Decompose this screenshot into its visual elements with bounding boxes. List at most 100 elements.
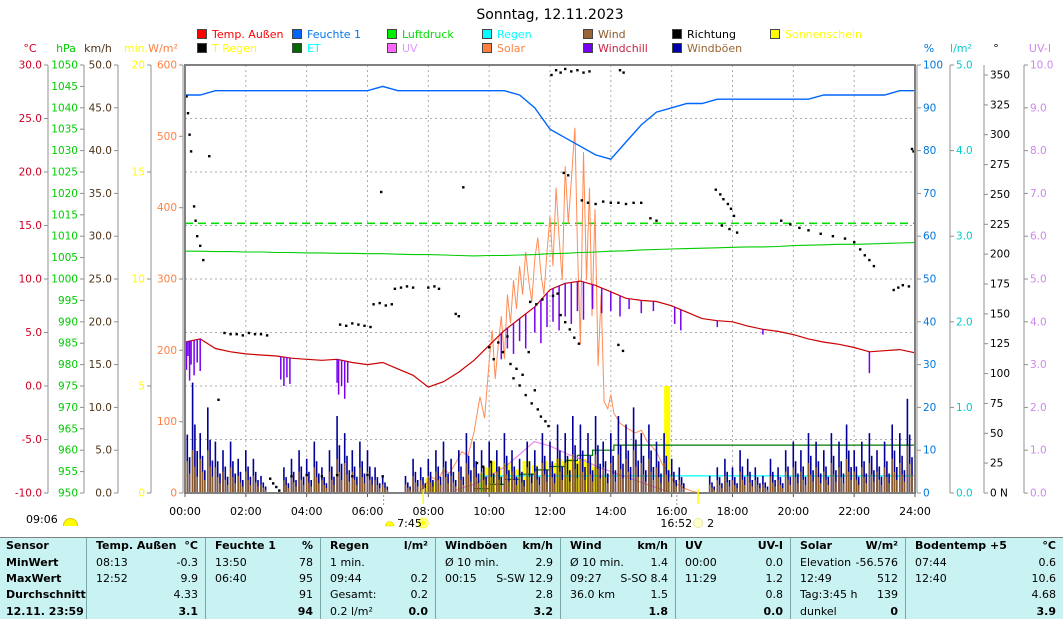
svg-text:100: 100 [923, 60, 943, 72]
svg-text:06:00: 06:00 [352, 505, 384, 518]
legend-item-sonnenschein: Sonnenschein [770, 28, 862, 41]
cell-label: Ø 10 min. [445, 555, 499, 569]
cell-label: 00:15 [445, 571, 477, 585]
cell-value: 4.68 [1031, 588, 1057, 602]
cell-label: 36.0 km [570, 588, 616, 602]
legend-item-windchill: Windchill [583, 41, 648, 55]
svg-text:40.0: 40.0 [89, 145, 112, 157]
table-cell-windb-en-maxwert: 00:15 S-SW 12.9 [435, 570, 560, 588]
svg-text:955: 955 [58, 466, 78, 478]
svg-text:10.0: 10.0 [19, 274, 42, 286]
svg-text:1005: 1005 [51, 252, 78, 264]
legend-item-wind: Wind [583, 28, 626, 41]
legend-item-luftdruck: Luftdruck [387, 28, 454, 41]
moon-icon [693, 518, 704, 528]
table-cell-feuchte-1-12-11-23-59: 94 [205, 603, 320, 619]
sensor-unit: % [301, 539, 313, 553]
svg-text:0: 0 [170, 488, 177, 500]
cell-value: 0.0 [763, 604, 784, 618]
table-cell-wind-minwert: Ø 10 min. 1.4 [560, 554, 675, 571]
sensor-name: Regen [330, 539, 370, 553]
legend-label: Richtung [687, 27, 736, 41]
svg-text:995: 995 [58, 295, 78, 307]
chart-legend: Temp. Außen Feuchte 1 Luftdruck Regen Wind Ri… [0, 28, 1063, 56]
table-header-regen: Regen l/m² [320, 538, 435, 555]
legend-label: ET [307, 41, 321, 55]
svg-text:10.0: 10.0 [89, 402, 112, 414]
table-cell-windb-en-minwert: Ø 10 min. 2.9 [435, 554, 560, 571]
sensor-unit: °C [1042, 539, 1056, 553]
svg-text:50: 50 [923, 274, 936, 286]
svg-text:3.0: 3.0 [1030, 359, 1047, 371]
svg-text:50.0: 50.0 [89, 60, 112, 72]
sensor-name: Windböen [445, 539, 508, 553]
svg-text:1010: 1010 [51, 231, 78, 243]
sensor-summary-table: Sensor Temp. Außen °C Feuchte 1% Regen l/m² Wi… [0, 537, 1063, 619]
svg-text:70: 70 [923, 188, 936, 200]
svg-text:1040: 1040 [51, 102, 78, 114]
svg-text:24:00: 24:00 [899, 505, 931, 518]
table-cell-solar-durchschnitt: Tag:3:45 h 139 [790, 587, 905, 604]
cell-value: -56.576 [855, 555, 898, 569]
cell-value: 0.6 [1038, 555, 1057, 569]
svg-text:25.0: 25.0 [19, 113, 42, 125]
table-cell-uv-12-11-23-59: 0.0 [675, 603, 790, 619]
table-cell-wind-12-11-23-59: 1.8 [560, 603, 675, 619]
svg-text:30.0: 30.0 [89, 231, 112, 243]
svg-text:35.0: 35.0 [89, 188, 112, 200]
row-label: MaxWert [6, 571, 62, 585]
table-header-wind: Wind km/h [560, 538, 675, 555]
svg-text:1000: 1000 [51, 274, 78, 286]
row-label: MinWert [6, 555, 59, 569]
sensor-name: Temp. Außen [96, 539, 177, 553]
table-cell-feuchte-1-minwert: 13:50 78 [205, 554, 320, 571]
cell-value: 3.1 [178, 604, 199, 618]
table-cell-bodentemp-5-12-11-23-59: 3.9 [905, 603, 1063, 619]
svg-text:200: 200 [990, 249, 1010, 261]
cell-label: 09:27 [570, 571, 602, 585]
legend-item-regen: Regen [482, 28, 532, 41]
svg-text:25.0: 25.0 [89, 274, 112, 286]
cell-value: 3.2 [533, 604, 554, 618]
sensor-unit: km/h [522, 539, 553, 553]
table-cell-regen-12-11-23-59: 0.2 l/m² 0.0 [320, 603, 435, 619]
table-cell-temp-au-en-12-11-23-59: 3.1 [86, 603, 205, 619]
cell-label: 08:13 [96, 555, 128, 569]
legend-swatch-feuchte-1-icon [292, 29, 302, 39]
svg-text:0: 0 [923, 488, 930, 500]
cell-value: S-SO 8.4 [620, 571, 668, 585]
table-cell-wind-durchschnitt: 36.0 km 1.5 [560, 587, 675, 604]
svg-text:15.0: 15.0 [19, 220, 42, 232]
legend-label: Windchill [598, 41, 648, 55]
legend-item-solar: Solar [482, 42, 525, 55]
svg-text:1.0: 1.0 [956, 402, 973, 414]
svg-text:960: 960 [58, 445, 78, 457]
cell-label: 09:44 [330, 571, 362, 585]
svg-text:10.0: 10.0 [1030, 60, 1053, 72]
svg-text:965: 965 [58, 423, 78, 435]
cell-value: 9.9 [180, 571, 199, 585]
cell-value: 1.2 [765, 571, 784, 585]
svg-text:00:00: 00:00 [169, 505, 201, 518]
svg-text:16:00: 16:00 [656, 505, 688, 518]
svg-text:2.0: 2.0 [1030, 402, 1047, 414]
svg-text:225: 225 [990, 219, 1010, 231]
svg-text:5.0: 5.0 [956, 60, 973, 72]
legend-swatch-richtung-icon [672, 29, 682, 39]
svg-text:1035: 1035 [51, 124, 78, 136]
table-cell-uv-minwert: 00:00 0.0 [675, 554, 790, 571]
svg-text:250: 250 [990, 189, 1010, 201]
cell-value: 95 [299, 571, 313, 585]
table-cell-temp-au-en-maxwert: 12:52 9.9 [86, 570, 205, 588]
cell-value: 1.5 [650, 588, 669, 602]
svg-text:1050: 1050 [51, 60, 78, 72]
axis-left-w-m: W/m² 600 500 400 300 200 100 0 [148, 42, 184, 500]
svg-text:175: 175 [990, 279, 1010, 291]
svg-text:80: 80 [923, 145, 936, 157]
table-header-feuchte-1: Feuchte 1% [205, 538, 320, 555]
svg-text:970: 970 [58, 402, 78, 414]
table-cell-windb-en-12-11-23-59: 3.2 [435, 603, 560, 619]
legend-label: Windböen [687, 41, 743, 55]
legend-label: Feuchte 1 [307, 27, 362, 41]
